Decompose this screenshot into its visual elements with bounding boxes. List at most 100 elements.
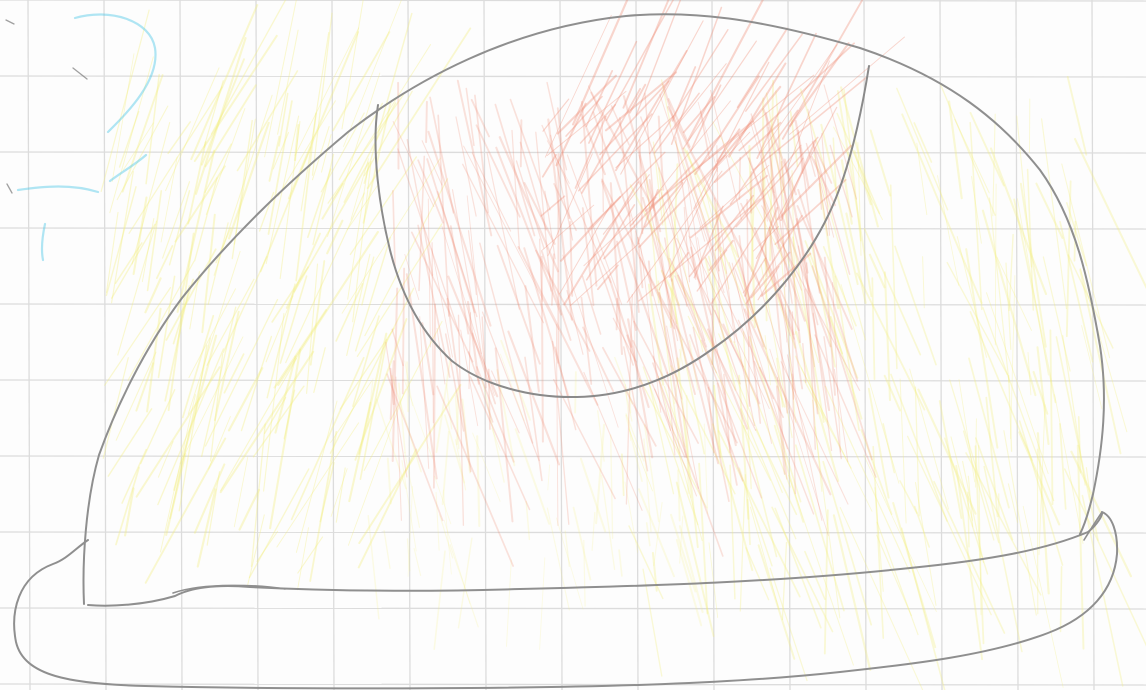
yellow-shading-stroke bbox=[115, 351, 157, 441]
red-shading-stroke bbox=[620, 20, 704, 175]
red-shading-stroke bbox=[580, 113, 606, 176]
red-shading-stroke bbox=[574, 115, 607, 189]
yellow-shading-stroke bbox=[278, 92, 289, 147]
red-shading-stroke bbox=[604, 71, 678, 132]
red-shading-stroke bbox=[391, 287, 399, 463]
grid-horizontal-line bbox=[0, 151, 1146, 154]
yellow-shading-stroke bbox=[100, 9, 150, 193]
grid-horizontal-line bbox=[0, 303, 1146, 306]
red-shading-stroke bbox=[731, 262, 773, 444]
yellow-shading-stroke bbox=[268, 135, 281, 182]
red-shading-stroke bbox=[491, 370, 520, 434]
yellow-shading-stroke bbox=[176, 149, 216, 313]
red-shading-stroke bbox=[481, 316, 487, 389]
red-shading-stroke bbox=[446, 297, 472, 473]
yellow-shading-stroke bbox=[326, 219, 344, 255]
yellow-shading-stroke bbox=[642, 568, 663, 677]
red-shading-stroke bbox=[565, 95, 603, 137]
red-shading-stroke bbox=[659, 178, 688, 222]
yellow-shading-stroke bbox=[812, 399, 823, 492]
red-shading-stroke bbox=[716, 382, 738, 486]
red-shading-stroke bbox=[599, 80, 670, 156]
yellow-shading-stroke bbox=[341, 157, 441, 314]
yellow-shading-stroke bbox=[750, 187, 755, 272]
red-shading-stroke bbox=[539, 238, 543, 302]
yellow-shading-stroke bbox=[204, 84, 257, 168]
red-shading-stroke bbox=[738, 156, 741, 200]
red-shading-stroke bbox=[419, 316, 430, 469]
yellow-shading-stroke bbox=[933, 480, 1006, 634]
red-shading-stroke bbox=[392, 120, 435, 208]
yellow-shading-stroke bbox=[1013, 198, 1057, 404]
red-shading-stroke bbox=[682, 96, 716, 134]
yellow-shading-stroke bbox=[293, 161, 370, 293]
red-shading-stroke bbox=[769, 348, 829, 536]
red-shading-stroke bbox=[609, 182, 624, 356]
red-shading-stroke bbox=[743, 308, 832, 496]
yellow-shading-stroke bbox=[971, 175, 982, 244]
yellow-shading-stroke bbox=[746, 498, 751, 546]
red-shading-stroke bbox=[755, 106, 838, 260]
yellow-shading-stroke bbox=[883, 271, 892, 402]
yellow-shading-stroke bbox=[683, 147, 739, 258]
yellow-shading-stroke bbox=[146, 190, 163, 292]
yellow-shading-stroke bbox=[398, 382, 406, 454]
yellow-shading-stroke bbox=[312, 153, 335, 246]
yellow-shading-stroke bbox=[169, 337, 212, 520]
yellow-shading-stroke bbox=[794, 444, 845, 612]
red-shading-stroke bbox=[797, 188, 859, 382]
red-shading-stroke bbox=[410, 231, 474, 363]
red-shading-stroke bbox=[486, 152, 520, 310]
yellow-shading-stroke bbox=[358, 384, 462, 545]
red-shading-stroke bbox=[475, 124, 521, 218]
yellow-shading-stroke bbox=[204, 143, 232, 193]
yellow-shading-stroke bbox=[711, 423, 754, 572]
yellow-shading-stroke bbox=[121, 448, 147, 504]
red-shading-stroke bbox=[682, 40, 757, 150]
grid-vertical-line bbox=[483, 0, 487, 690]
yellow-shading-stroke bbox=[949, 379, 1000, 544]
yellow-shading-stroke bbox=[121, 74, 164, 193]
red-shading-stroke bbox=[708, 239, 734, 271]
red-shading-stroke bbox=[688, 194, 755, 278]
red-shading-stroke bbox=[429, 96, 455, 214]
yellow-shading-stroke bbox=[1079, 267, 1128, 433]
yellow-shading-stroke bbox=[843, 89, 862, 242]
red-shading-stroke bbox=[622, 0, 670, 109]
yellow-shading-stroke bbox=[264, 0, 297, 158]
yellow-shading-stroke bbox=[673, 338, 684, 405]
yellow-shading-stroke bbox=[491, 428, 501, 451]
red-shading-stroke bbox=[389, 360, 395, 420]
yellow-shading-stroke bbox=[766, 188, 820, 364]
yellow-shading-stroke bbox=[1003, 430, 1037, 616]
yellow-shading-stroke bbox=[1008, 374, 1013, 452]
grid-vertical-line bbox=[331, 0, 335, 690]
red-shading-stroke bbox=[652, 362, 724, 557]
red-shading-stroke bbox=[498, 136, 560, 273]
red-shading-stroke bbox=[767, 126, 819, 326]
yellow-shading-stroke bbox=[962, 430, 995, 541]
red-shading-stroke bbox=[737, 133, 803, 291]
yellow-shading-stroke bbox=[742, 331, 752, 490]
red-shading-stroke bbox=[559, 203, 612, 295]
yellow-shading-stroke bbox=[832, 514, 872, 671]
red-shading-stroke bbox=[541, 124, 612, 283]
red-shading-stroke bbox=[700, 339, 763, 499]
red-shading-stroke bbox=[549, 134, 574, 241]
yellow-shading-stroke bbox=[994, 183, 997, 346]
yellow-shading-stroke bbox=[265, 295, 294, 363]
red-shading-stroke bbox=[750, 113, 775, 194]
right-base-gap-line bbox=[1083, 511, 1103, 541]
yellow-shading-stroke bbox=[704, 257, 737, 391]
yellow-shading-stroke bbox=[628, 428, 653, 492]
red-shading-stroke bbox=[455, 116, 477, 217]
yellow-shading-stroke bbox=[127, 260, 195, 381]
yellow-shading-stroke bbox=[954, 118, 990, 194]
red-shading-stroke bbox=[587, 151, 666, 230]
red-shading-stroke bbox=[449, 225, 470, 335]
yellow-shading-stroke bbox=[327, 93, 405, 204]
yellow-shading-stroke bbox=[332, 31, 391, 132]
yellow-shading-stroke bbox=[813, 154, 867, 341]
red-shading-stroke bbox=[750, 122, 771, 189]
